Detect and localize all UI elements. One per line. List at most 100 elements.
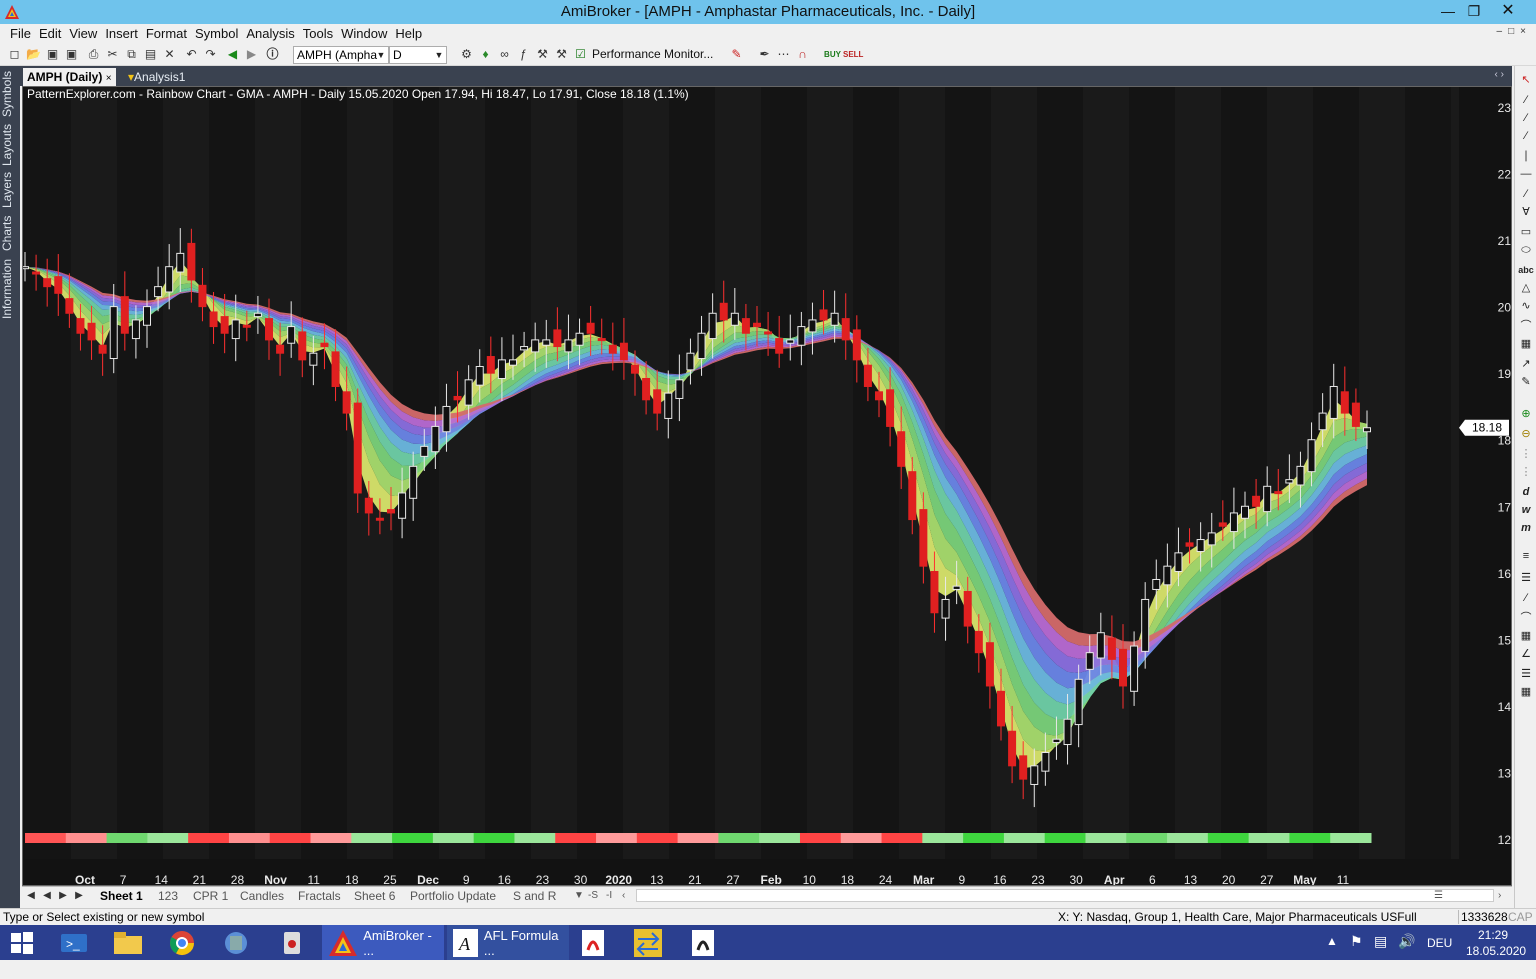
sidebar-tab-layouts[interactable]: Layouts	[0, 123, 14, 167]
line-icon[interactable]: ∕	[1525, 94, 1527, 106]
language-indicator[interactable]: DEU	[1427, 936, 1453, 950]
clock-time[interactable]: 21:29	[1478, 928, 1509, 942]
magnet-icon[interactable]: ∩	[798, 47, 807, 61]
file-explorer-icon[interactable]	[110, 925, 146, 960]
horizontal-scrollbar[interactable]	[636, 889, 1494, 902]
chevron-down-icon[interactable]: ▼	[376, 50, 386, 60]
daily-interval-icon[interactable]: d	[1522, 486, 1530, 498]
menu-window[interactable]: Window	[341, 26, 388, 41]
pitchfork-icon[interactable]: ☰	[1521, 668, 1531, 680]
undo-icon[interactable]: ↶	[186, 47, 197, 61]
menu-tools[interactable]: Tools	[302, 26, 334, 41]
sidebar-tab-symbols[interactable]: Symbols	[0, 71, 14, 118]
volume-icon[interactable]: 🔊	[1398, 933, 1416, 949]
fibonacci-icon[interactable]: ▦	[1520, 338, 1532, 350]
triangle-icon[interactable]: △	[1521, 282, 1531, 294]
grid-icon[interactable]: ▦	[1520, 630, 1532, 642]
vertical-line-icon[interactable]: ∣	[1523, 150, 1529, 162]
pen-icon[interactable]: ✒	[759, 47, 770, 61]
performance-icon[interactable]: ☑	[575, 47, 586, 61]
ray-icon[interactable]: ∕	[1525, 112, 1527, 124]
weekly-interval-icon[interactable]: w	[1521, 504, 1531, 516]
fan-icon[interactable]: ∀	[1522, 206, 1530, 218]
cursor-icon[interactable]: ↖	[1521, 74, 1531, 86]
sheet-tab-cpr1[interactable]: CPR 1	[193, 889, 229, 903]
restore-icon[interactable]: ❐	[1467, 3, 1481, 19]
forward-icon[interactable]: ▶	[246, 47, 257, 61]
sheet-tab-1[interactable]: Sheet 1	[100, 889, 143, 903]
zoom-out-icon[interactable]: ⊖	[1521, 428, 1531, 440]
menu-insert[interactable]: Insert	[105, 26, 138, 41]
edit-icon[interactable]: ✎	[1521, 376, 1531, 388]
menu-help[interactable]: Help	[395, 26, 423, 41]
transfer-app-icon[interactable]	[632, 925, 664, 960]
menu-file[interactable]: File	[10, 26, 31, 41]
scroll-left-icon[interactable]: ‹	[622, 890, 626, 901]
new-icon[interactable]: ◻	[9, 47, 20, 61]
optimize-icon[interactable]: ⚒	[556, 47, 567, 61]
sheet-menu-icon[interactable]: ▼	[574, 890, 584, 901]
price-chart[interactable]: 23 22 21 20 19 18 17 16 15 14 13 12 18.18 Oct 7 14 21 28 N…	[22, 86, 1512, 886]
app-icon[interactable]	[274, 925, 310, 960]
text-icon[interactable]: abc	[1518, 265, 1534, 275]
backtest-icon[interactable]: ⚒	[537, 47, 548, 61]
menu-symbol[interactable]: Symbol	[195, 26, 239, 41]
redo-icon[interactable]: ↷	[205, 47, 216, 61]
tray-chevron-icon[interactable]: ▲	[1326, 934, 1338, 948]
network-app-icon[interactable]	[218, 925, 254, 960]
save-icon[interactable]: ▣	[46, 47, 59, 61]
document-app-icon[interactable]	[688, 925, 718, 960]
start-button[interactable]	[0, 925, 44, 960]
menu-format[interactable]: Format	[145, 26, 187, 41]
sheet-ctrl-s[interactable]: -S	[588, 890, 598, 901]
minimize-icon[interactable]: —	[1441, 3, 1455, 19]
zoom-in-icon[interactable]: ⊕	[1521, 408, 1531, 420]
gann-icon[interactable]: ∠	[1521, 648, 1531, 660]
extended-line-icon[interactable]: ∕	[1525, 130, 1527, 142]
zigzag-icon[interactable]: ∿	[1521, 300, 1531, 312]
clock-date[interactable]: 18.05.2020	[1466, 944, 1527, 958]
period-icon[interactable]: ▦	[1520, 686, 1532, 698]
save-all-icon[interactable]: ▣	[65, 47, 78, 61]
sheet-ctrl-i[interactable]: -I	[606, 890, 613, 901]
monthly-interval-icon[interactable]: m	[1521, 522, 1531, 534]
channel-icon[interactable]: ∕	[1525, 188, 1527, 200]
taskbar-amibroker[interactable]: AmiBroker - ...	[322, 925, 444, 960]
print-icon[interactable]: ⎙	[88, 47, 99, 61]
arc-icon[interactable]: ⌒	[1520, 320, 1532, 332]
highlighter-icon[interactable]: ✎	[731, 47, 742, 61]
pdf-app-icon[interactable]	[578, 925, 608, 960]
network-icon[interactable]: ▤	[1374, 933, 1388, 949]
chrome-icon[interactable]	[164, 925, 200, 960]
tab-amph-daily[interactable]: AMPH (Daily) ×	[23, 68, 116, 86]
paste-icon[interactable]: ▤	[144, 47, 157, 61]
tab-scroll-icon[interactable]: ‹ ›	[1494, 69, 1504, 80]
next-sheet-icon[interactable]: ▶	[59, 890, 67, 901]
sheet-tab-fractals[interactable]: Fractals	[298, 889, 341, 903]
sidebar-tab-charts[interactable]: Charts	[0, 215, 14, 251]
diamond-icon[interactable]: ♦	[482, 47, 489, 61]
back-icon[interactable]: ◀	[227, 47, 238, 61]
performance-monitor-button[interactable]: Performance Monitor...	[592, 47, 714, 61]
prev-sheet-icon[interactable]: ◀	[43, 890, 51, 901]
tab-analysis1[interactable]: ▾Analysis1	[124, 68, 189, 86]
list-icon[interactable]: ≡	[1522, 550, 1530, 562]
sell-icon[interactable]: SELL	[843, 50, 864, 59]
interval-combo[interactable]: D ▼	[389, 46, 447, 64]
sheet-tab-candles[interactable]: Candles	[240, 889, 285, 903]
gear-icon[interactable]: ⚙	[461, 47, 472, 61]
info-icon[interactable]: ⓘ	[266, 47, 279, 61]
cycle-icon[interactable]: ⌒	[1520, 612, 1532, 624]
chevron-down-icon[interactable]: ▼	[434, 50, 444, 60]
dotted-line-icon[interactable]: ⋯	[777, 47, 790, 61]
mdi-controls-icon[interactable]: –□×	[1496, 26, 1532, 37]
sidebar-tab-layers[interactable]: Layers	[0, 171, 14, 209]
formula-icon[interactable]: ƒ	[520, 47, 527, 61]
sheet-tab-portfolio-update[interactable]: Portfolio Update	[410, 889, 497, 903]
rectangle-icon[interactable]: ▭	[1520, 226, 1532, 238]
scroll-right-icon[interactable]: ›	[1498, 890, 1502, 901]
scroll-thumb-icon[interactable]: ☰	[1434, 890, 1443, 901]
bars-icon[interactable]: ☰	[1521, 572, 1531, 584]
copy-icon[interactable]: ⧉	[127, 47, 136, 61]
delete-icon[interactable]: ✕	[164, 47, 175, 61]
